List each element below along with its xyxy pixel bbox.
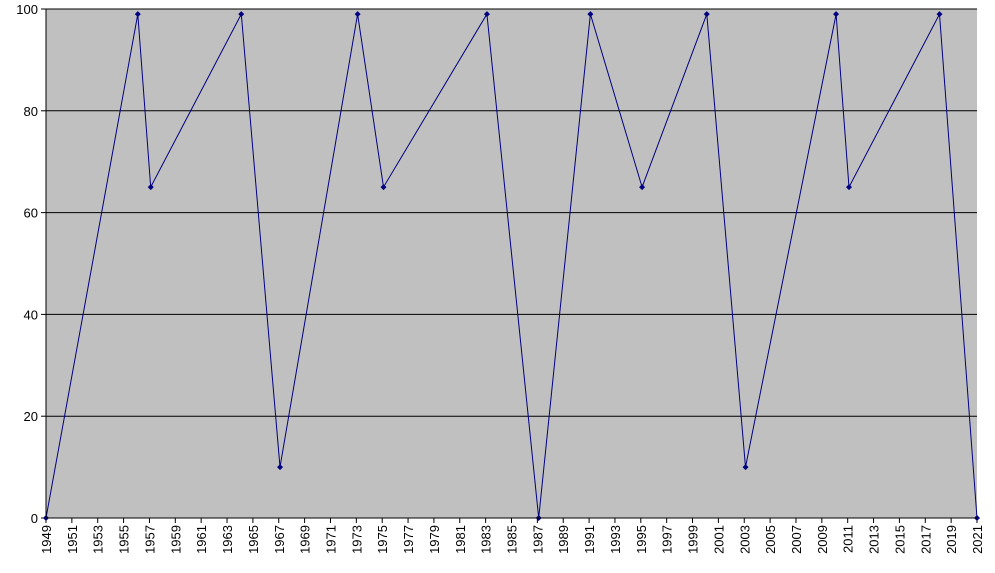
data-point <box>277 464 284 471</box>
data-point <box>238 11 245 18</box>
x-tick-label: 2013 <box>867 525 882 554</box>
x-tick-label: 1979 <box>427 525 442 554</box>
x-tick-label: 2019 <box>944 525 959 554</box>
y-tick-label: 0 <box>31 511 38 526</box>
x-tick-label: 2021 <box>970 525 985 554</box>
data-point <box>587 11 594 18</box>
x-tick-label: 1975 <box>375 525 390 554</box>
x-tick-label: 1991 <box>582 525 597 554</box>
x-tick-label: 1965 <box>246 525 261 554</box>
x-tick-label: 2017 <box>918 525 933 554</box>
x-tick-label: 2007 <box>789 525 804 554</box>
data-point <box>483 11 490 18</box>
x-tick-label: 1989 <box>556 525 571 554</box>
data-point <box>380 184 387 191</box>
y-tick-label: 20 <box>24 409 38 424</box>
y-tick-label: 100 <box>16 2 38 17</box>
x-tick-label: 1993 <box>608 525 623 554</box>
x-tick-label: 1977 <box>401 525 416 554</box>
x-tick-label: 1961 <box>194 525 209 554</box>
data-point <box>639 184 646 191</box>
x-tick-label: 1949 <box>39 525 54 554</box>
data-point <box>833 11 840 18</box>
data-point <box>147 184 154 191</box>
x-tick-label: 1959 <box>168 525 183 554</box>
x-tick-label: 2011 <box>841 525 856 553</box>
x-tick-label: 1969 <box>298 525 313 554</box>
y-tick-label: 60 <box>24 206 38 221</box>
gridlines <box>46 8 977 417</box>
data-point <box>845 184 852 191</box>
y-tick-label: 80 <box>24 104 38 119</box>
x-tick-label: 1997 <box>660 525 675 554</box>
plot-area <box>46 9 977 518</box>
x-tick-label: 1955 <box>117 525 132 554</box>
x-tick-label: 2015 <box>892 525 907 554</box>
x-tick-label: 1983 <box>479 525 494 554</box>
data-point <box>134 11 141 18</box>
x-tick-label: 2003 <box>737 525 752 554</box>
x-tick-label: 1987 <box>530 525 545 554</box>
x-tick-label: 1951 <box>65 525 80 554</box>
data-point <box>936 11 943 18</box>
x-tick-label: 1999 <box>686 525 701 554</box>
x-tick-label: 2001 <box>711 525 726 554</box>
x-tick-label: 1981 <box>453 525 468 554</box>
x-tick-label: 1971 <box>323 525 338 554</box>
y-axis-ticks: 0 20 40 60 80 100 <box>16 2 46 526</box>
x-tick-label: 1967 <box>272 525 287 554</box>
x-tick-label: 1963 <box>220 525 235 554</box>
x-axis-ticks: 1949 1951 1953 1955 1957 1959 1961 1963 1965 1967… <box>39 518 985 554</box>
x-tick-label: 1957 <box>142 525 157 554</box>
data-point <box>703 11 710 18</box>
y-tick-label: 40 <box>24 307 38 322</box>
x-tick-label: 1985 <box>505 525 520 554</box>
x-tick-label: 2009 <box>815 525 830 554</box>
data-point <box>742 464 749 471</box>
x-tick-label: 1953 <box>91 525 106 554</box>
data-point <box>354 11 361 18</box>
x-tick-label: 2005 <box>763 525 778 554</box>
x-tick-label: 1995 <box>634 525 649 554</box>
x-tick-label: 1973 <box>349 525 364 554</box>
